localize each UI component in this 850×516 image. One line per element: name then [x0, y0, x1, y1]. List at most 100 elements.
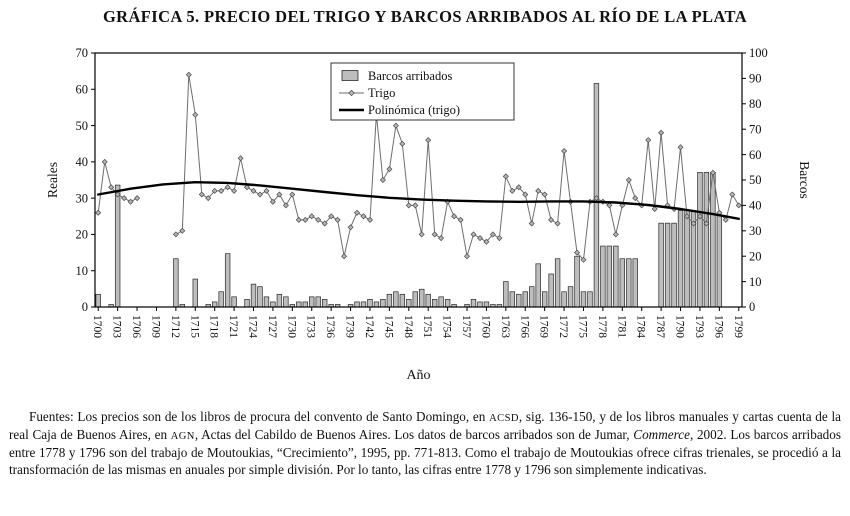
diamond-marker [548, 216, 555, 223]
diamond-marker [509, 187, 516, 194]
diamond-marker [302, 216, 309, 223]
diamond-marker [308, 213, 315, 220]
bar [619, 258, 625, 308]
bar [444, 299, 451, 308]
bar [257, 286, 263, 308]
diamond-marker [522, 191, 529, 198]
diamond-marker [101, 158, 108, 165]
x-tick-label: 1790 [674, 315, 686, 338]
bar [684, 210, 690, 308]
diamond-marker [483, 238, 490, 245]
x-tick-label: 1736 [324, 315, 336, 338]
diamond-marker [354, 209, 360, 216]
diamond-marker [172, 231, 179, 238]
y-tick-label-right: 60 [749, 148, 762, 162]
bar [276, 293, 283, 308]
x-tick-label: 1730 [285, 315, 297, 338]
diamond-marker [625, 177, 632, 183]
bar [231, 296, 237, 308]
bar [600, 245, 606, 308]
diamond-marker [451, 213, 458, 220]
diamond-marker [218, 187, 225, 194]
diamond-marker [295, 216, 302, 223]
bar [250, 283, 257, 308]
bar [309, 296, 315, 308]
diamond-marker [612, 231, 619, 238]
bar [218, 291, 224, 308]
y-tick-label-left: 70 [76, 46, 89, 60]
acsd-abbrev: ACSD [489, 413, 519, 424]
diamond-marker [237, 155, 244, 162]
bar [535, 263, 541, 308]
x-tick-label: 1724 [247, 315, 259, 338]
diamond-marker [244, 184, 250, 191]
diamond-marker [276, 191, 283, 198]
x-tick-label: 1739 [344, 315, 356, 338]
y-axis-right: 0 10 20 30 40 50 60 70 80 90 100 [742, 46, 768, 314]
bar [263, 296, 270, 308]
diamond-marker [412, 202, 419, 209]
bar [114, 184, 121, 308]
diamond-marker [179, 227, 186, 234]
x-tick-label: 1742 [363, 315, 375, 338]
y-tick-label-right: 100 [749, 46, 768, 60]
diamond-marker [729, 191, 736, 198]
x-tick-label: 1760 [479, 315, 491, 338]
diamond-marker [593, 195, 600, 202]
x-tick-label: 1781 [615, 315, 627, 338]
diamond-marker [121, 195, 128, 202]
bar [477, 301, 483, 308]
x-tick-label: 1703 [111, 315, 123, 338]
bar [470, 299, 477, 308]
bar [574, 255, 580, 308]
source-text-1: Fuentes: Los precios son de los libros d… [29, 409, 490, 424]
x-tick-label: 1751 [421, 315, 433, 338]
diamond-marker [367, 216, 373, 223]
diamond-marker [561, 148, 568, 154]
bar [587, 291, 593, 308]
bar [406, 299, 412, 308]
diamond-marker [470, 231, 477, 238]
x-tick-label: 1745 [382, 315, 394, 338]
y-tick-label-left: 40 [76, 155, 89, 169]
diamond-marker [489, 231, 496, 238]
bar [386, 293, 393, 308]
x-tick-label: 1721 [227, 315, 239, 338]
x-tick-label: 1733 [305, 315, 317, 338]
bar [296, 301, 302, 308]
bar [503, 281, 509, 308]
x-tick-label: 1769 [538, 315, 550, 338]
bar [173, 258, 179, 308]
bar [567, 286, 574, 308]
x-tick-label: 1712 [169, 315, 181, 338]
x-axis: 1700 1703 1706 1709 1712 1715 1718 1721 1724 1727… [91, 307, 744, 338]
bar [716, 215, 723, 308]
diamond-marker [341, 253, 348, 260]
diamond-marker [379, 177, 386, 183]
bar [431, 299, 438, 308]
bar [632, 258, 638, 308]
diamond-marker [114, 191, 121, 198]
diamond-marker [684, 213, 690, 220]
bar [658, 222, 664, 308]
legend-diamond-marker [348, 89, 355, 97]
y-tick-label-right: 30 [749, 224, 762, 238]
diamond-marker [328, 213, 335, 220]
figure-title: GRÁFICA 5. PRECIO DEL TRIGO Y BARCOS ARR… [102, 7, 748, 26]
bar [380, 299, 386, 308]
diamond-marker [211, 187, 218, 194]
y-tick-label-left: 0 [82, 300, 88, 314]
x-tick-label: 1775 [577, 315, 589, 338]
diamond-marker [185, 71, 192, 78]
diamond-marker [606, 202, 613, 209]
bar [529, 286, 535, 308]
bar [95, 293, 101, 308]
bar [664, 222, 671, 308]
diamond-marker [192, 111, 199, 118]
diamond-marker [282, 202, 289, 209]
diamond-marker [315, 216, 322, 223]
x-tick-label: 1796 [712, 315, 724, 338]
diamond-marker [554, 220, 561, 227]
diamond-marker [735, 202, 742, 209]
